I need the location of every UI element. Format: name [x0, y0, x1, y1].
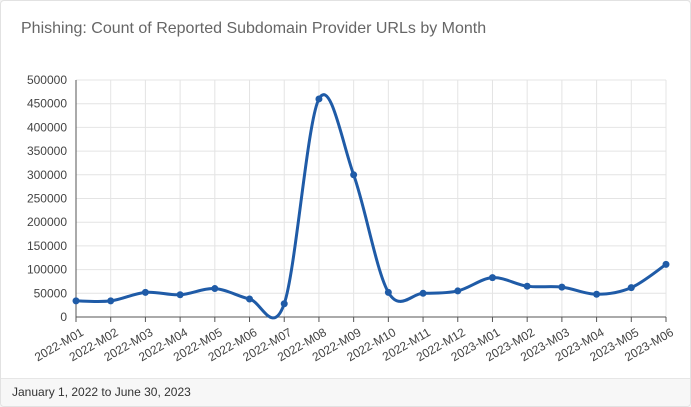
- chart-title: Phishing: Count of Reported Subdomain Pr…: [21, 20, 487, 37]
- data-point[interactable]: [454, 287, 462, 295]
- y-tick-label: 150000: [27, 239, 67, 253]
- axes: [75, 80, 667, 322]
- data-point[interactable]: [419, 289, 427, 297]
- data-point[interactable]: [107, 297, 115, 305]
- y-tick-label: 200000: [27, 215, 67, 229]
- data-point[interactable]: [176, 291, 184, 299]
- y-tick-label: 100000: [27, 263, 67, 277]
- y-tick-label: 500000: [27, 73, 67, 87]
- data-point[interactable]: [523, 282, 531, 290]
- data-point[interactable]: [280, 300, 288, 308]
- y-tick-label: 450000: [27, 97, 67, 111]
- y-tick-label: 0: [60, 310, 67, 324]
- data-point[interactable]: [558, 283, 566, 291]
- data-point[interactable]: [72, 297, 80, 305]
- data-point[interactable]: [662, 260, 670, 268]
- y-axis-ticks: 0 50000 100000 150000 200000 250000 300000 3500…: [27, 73, 67, 324]
- series-line: [74, 93, 668, 320]
- date-range-label: January 1, 2022 to June 30, 2023: [12, 385, 191, 399]
- y-tick-label: 350000: [27, 144, 67, 158]
- data-point[interactable]: [246, 295, 254, 303]
- series: [72, 93, 670, 320]
- data-point[interactable]: [627, 284, 635, 292]
- line-chart: 0 50000 100000 150000 200000 250000 300000 3500…: [27, 73, 676, 364]
- data-point[interactable]: [350, 171, 358, 179]
- y-tick-label: 400000: [27, 120, 67, 134]
- data-point[interactable]: [211, 285, 219, 293]
- data-point[interactable]: [141, 288, 149, 296]
- data-point[interactable]: [315, 95, 323, 103]
- y-tick-label: 300000: [27, 168, 67, 182]
- data-point[interactable]: [384, 288, 392, 296]
- grid: [75, 79, 667, 317]
- x-axis-ticks: 2022-M012022-M022022-M032022-M042022-M05…: [32, 325, 676, 364]
- y-tick-label: 50000: [34, 286, 68, 300]
- y-tick-label: 250000: [27, 192, 67, 206]
- data-point[interactable]: [593, 290, 601, 298]
- data-point[interactable]: [488, 274, 496, 282]
- chart-footer: January 1, 2022 to June 30, 2023: [1, 378, 690, 406]
